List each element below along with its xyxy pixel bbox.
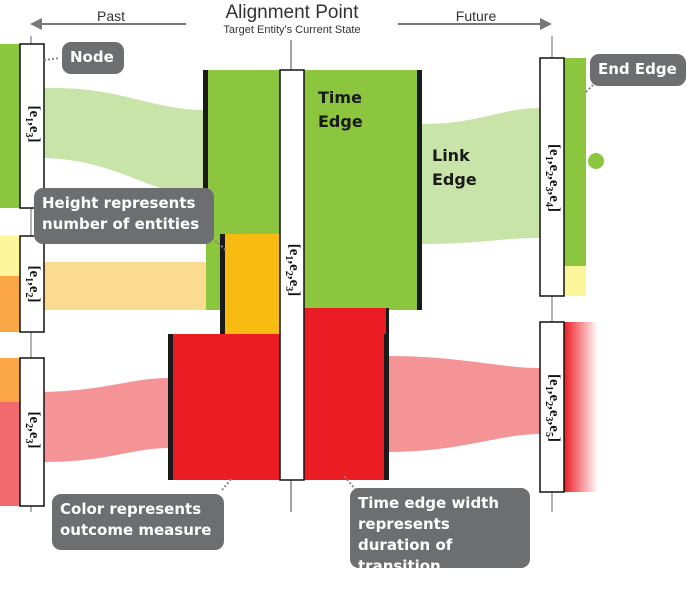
time-edge-green-end: [417, 70, 422, 310]
link-edge-red-left: [44, 378, 170, 462]
alignment-subtitle: Target Entity's Current State: [223, 24, 361, 36]
past-strip-yellow: [0, 236, 20, 276]
node-past-2-label: [e1,e2]: [23, 265, 42, 303]
time-edge-green-start: [203, 70, 208, 234]
past-label: Past: [96, 8, 125, 24]
alignment-title: Alignment Point: [225, 2, 359, 23]
end-edge-green-cap: [564, 58, 586, 266]
leader-height: [211, 237, 227, 251]
node-past-3[interactable]: [19, 357, 45, 507]
time-edge-label: Time Edge: [318, 88, 363, 131]
past-arrow: [30, 18, 186, 30]
future-arrow: [398, 18, 552, 30]
node-future-2[interactable]: [539, 321, 565, 493]
link-edge-green-right: [420, 108, 540, 244]
node-past-3-label: [e2,e3]: [23, 411, 42, 449]
node-past-1[interactable]: [19, 43, 45, 209]
end-edge-red: [564, 322, 598, 492]
leader-node: [43, 57, 61, 61]
end-edge-dot: [588, 153, 604, 169]
past-strip-red: [0, 402, 20, 506]
end-edge-yellow: [564, 266, 586, 296]
node-future-1-label: [e1,e2,e3,e4]: [543, 144, 562, 212]
node-future-1[interactable]: [539, 57, 565, 297]
leader-color: [221, 477, 233, 491]
time-edge-red-end: [384, 308, 389, 480]
node-past-1-label: [e1,e3]: [23, 105, 42, 143]
callout-end-edge: End Edge: [590, 54, 686, 86]
past-strip-orange-2: [0, 358, 20, 402]
time-edge-red-upper: [304, 308, 386, 334]
link-edge-orange-left: [44, 262, 222, 310]
node-future-2-label: [e1,e2,e3,e5]: [543, 374, 562, 442]
time-edge-orange-start: [220, 234, 225, 334]
time-edge-red: [170, 334, 388, 480]
past-strip-green: [0, 44, 20, 208]
callout-height: Height represents number of entities: [34, 188, 214, 244]
node-center-label: [e1,e2,e3]: [283, 243, 302, 297]
leader-time-width: [343, 475, 357, 491]
time-edge-red-start: [168, 334, 173, 480]
callout-color: Color represents outcome measure: [52, 494, 224, 550]
past-strip-orange: [0, 276, 20, 332]
link-edge-green-left: [44, 87, 206, 196]
node-past-2[interactable]: [19, 235, 45, 333]
node-center[interactable]: [279, 69, 305, 481]
callout-node: Node: [62, 42, 124, 74]
future-label: Future: [455, 8, 497, 24]
link-edge-label: Link Edge: [432, 146, 477, 189]
link-edge-red-right: [388, 356, 540, 452]
time-edge-orange: [222, 234, 282, 334]
callout-time-width: Time edge width represents duration of t…: [350, 488, 530, 575]
